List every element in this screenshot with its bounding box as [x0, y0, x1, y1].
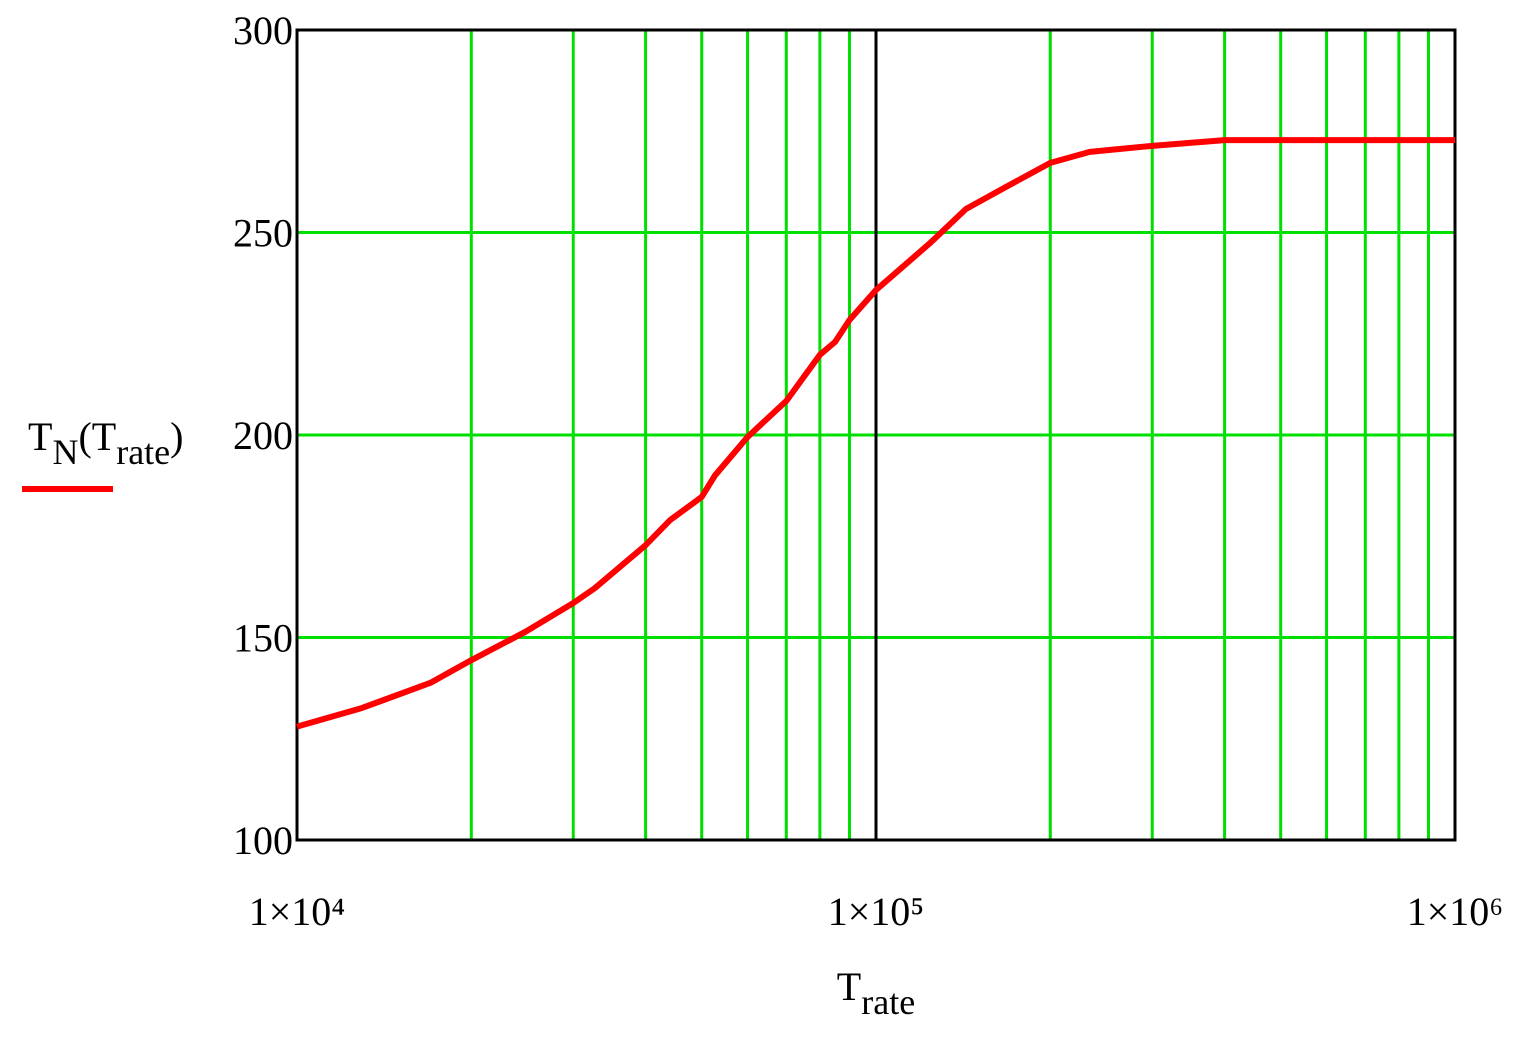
- label-part: rate: [861, 982, 915, 1022]
- y-tick-label: 100: [233, 818, 293, 863]
- label-part: (: [78, 414, 91, 459]
- label-part: N: [52, 432, 78, 472]
- series-line: [296, 137, 1455, 730]
- label-part: T: [92, 414, 116, 459]
- y-tick-label: 200: [233, 413, 293, 458]
- label-part: T: [837, 964, 861, 1009]
- plot-frame: [295, 28, 1457, 842]
- x-axis-label: Trate: [837, 964, 915, 1022]
- y-tick-label: 250: [233, 211, 293, 256]
- x-tick-label: 1×10⁶: [1407, 889, 1504, 934]
- label-part: T: [28, 414, 52, 459]
- y-tick-label: 300: [233, 8, 293, 53]
- x-tick-label: 1×10⁴: [249, 889, 346, 934]
- label-part: ): [170, 414, 183, 459]
- x-tick-label: 1×10⁵: [828, 889, 925, 934]
- y-axis-label: TN(Trate): [28, 414, 183, 472]
- label-part: rate: [116, 432, 170, 472]
- y-tick-label: 150: [233, 616, 293, 661]
